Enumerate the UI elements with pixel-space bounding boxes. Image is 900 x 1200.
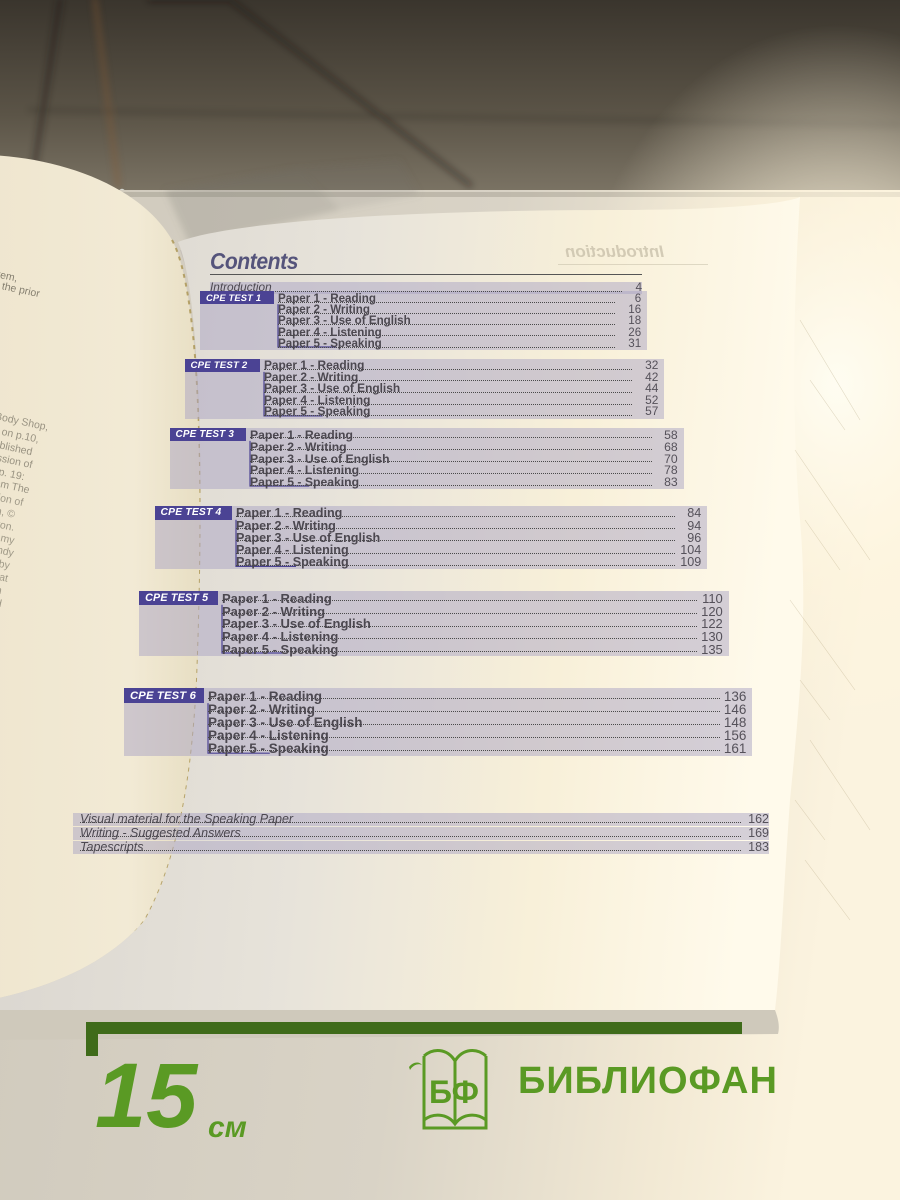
svg-text:БФ: БФ [429, 1074, 479, 1110]
